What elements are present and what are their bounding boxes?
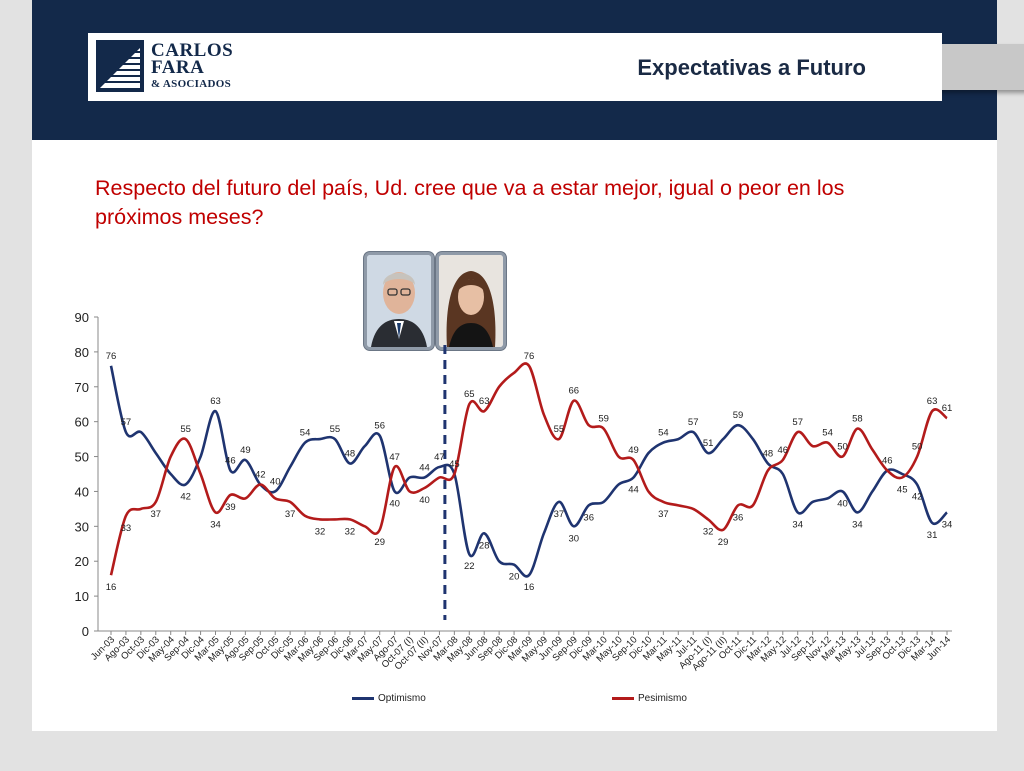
- data-label-optimismo: 34: [942, 519, 953, 530]
- data-label-pesimismo: 50: [912, 442, 923, 453]
- data-label-optimismo: 55: [330, 424, 341, 435]
- data-label-pesimismo: 50: [837, 442, 848, 453]
- data-label-optimismo: 49: [240, 445, 251, 456]
- data-label-pesimismo: 42: [255, 469, 266, 480]
- data-label-pesimismo: 58: [852, 414, 863, 425]
- data-label-optimismo: 44: [419, 462, 430, 473]
- y-tick-label: 40: [75, 484, 89, 499]
- data-label-optimismo: 22: [464, 561, 475, 572]
- logo-name-3: & ASOCIADOS: [151, 78, 232, 90]
- data-label-pesimismo: 63: [927, 396, 938, 407]
- title-box: [88, 33, 942, 101]
- data-label-optimismo: 54: [658, 428, 669, 439]
- data-label-optimismo: 76: [106, 351, 117, 362]
- data-label-pesimismo: 54: [822, 428, 833, 439]
- data-label-pesimismo: 32: [703, 526, 714, 537]
- data-label-optimismo: 37: [554, 509, 565, 520]
- data-label-optimismo: 48: [345, 449, 356, 460]
- data-label-optimismo: 40: [270, 476, 281, 487]
- data-label-optimismo: 34: [792, 519, 803, 530]
- data-label-optimismo: 30: [568, 533, 579, 544]
- y-tick-label: 50: [75, 450, 89, 465]
- data-label-pesimismo: 55: [554, 424, 565, 435]
- y-tick-label: 60: [75, 415, 89, 430]
- data-label-optimismo: 34: [852, 519, 863, 530]
- data-label-optimismo: 42: [912, 491, 923, 502]
- data-label-optimismo: 36: [583, 512, 594, 523]
- data-label-optimismo: 44: [628, 484, 639, 495]
- data-label-pesimismo: 16: [106, 582, 117, 593]
- y-tick-label: 30: [75, 519, 89, 534]
- data-label-pesimismo: 40: [419, 495, 430, 506]
- data-label-optimismo: 40: [389, 498, 400, 509]
- data-label-pesimismo: 33: [121, 523, 132, 534]
- logo-name-1: CARLOS: [151, 40, 234, 61]
- data-label-optimismo: 63: [210, 396, 221, 407]
- data-label-optimismo: 57: [688, 417, 699, 428]
- data-label-pesimismo: 55: [180, 424, 191, 435]
- data-label-pesimismo: 63: [479, 396, 490, 407]
- data-label-optimismo: 54: [300, 428, 311, 439]
- data-label-optimismo: 51: [703, 438, 714, 449]
- logo: CARLOS FARA & ASOCIADOS: [96, 40, 256, 96]
- data-label-optimismo: 46: [882, 456, 893, 467]
- page-title: Expectativas a Futuro: [637, 55, 866, 80]
- logo-text: CARLOS FARA & ASOCIADOS: [151, 40, 234, 93]
- survey-question: Respecto del futuro del país, Ud. cree q…: [95, 176, 845, 229]
- data-label-optimismo: 48: [763, 449, 774, 460]
- data-label-optimismo: 46: [225, 456, 236, 467]
- data-label-optimismo: 57: [121, 417, 132, 428]
- data-label-pesimismo: 57: [792, 417, 803, 428]
- data-label-optimismo: 31: [927, 530, 938, 541]
- data-label-pesimismo: 29: [374, 537, 385, 548]
- data-label-pesimismo: 45: [449, 459, 460, 470]
- data-label-pesimismo: 65: [464, 389, 475, 400]
- data-label-optimismo: 40: [837, 498, 848, 509]
- legend-pesimismo: Pesimismo: [612, 693, 687, 704]
- legend-label-optimismo: Optimismo: [378, 693, 426, 704]
- data-label-pesimismo: 37: [658, 509, 669, 520]
- data-label-pesimismo: 39: [225, 502, 236, 513]
- y-tick-label: 70: [75, 380, 89, 395]
- portrait-photo-1: [364, 252, 434, 350]
- y-tick-label: 80: [75, 345, 89, 360]
- data-label-pesimismo: 36: [733, 512, 744, 523]
- data-label-pesimismo: 37: [285, 509, 296, 520]
- data-label-pesimismo: 59: [598, 414, 609, 425]
- data-label-pesimismo: 47: [389, 452, 400, 463]
- data-label-pesimismo: 34: [210, 519, 221, 530]
- data-label-optimismo: 56: [374, 421, 385, 432]
- legend-optimismo: Optimismo: [352, 693, 426, 704]
- data-label-pesimismo: 49: [628, 445, 639, 456]
- legend-swatch-pesimismo: [612, 696, 634, 700]
- y-tick-label: 10: [75, 589, 89, 604]
- data-label-pesimismo: 32: [315, 526, 326, 537]
- data-label-pesimismo: 45: [897, 484, 908, 495]
- data-label-optimismo: 42: [180, 491, 191, 502]
- portrait-photo-2: [436, 252, 506, 350]
- series-line-optimismo: [109, 365, 948, 578]
- y-tick-label: 20: [75, 554, 89, 569]
- series-line-pesimismo: [109, 362, 948, 576]
- data-label-pesimismo: 76: [524, 351, 535, 362]
- data-label-optimismo: 47: [434, 452, 445, 463]
- y-tick-label: 90: [75, 310, 89, 325]
- data-label-optimismo: 20: [509, 572, 520, 583]
- legend-swatch-optimismo: [352, 696, 374, 700]
- legend-label-pesimismo: Pesimismo: [638, 693, 687, 704]
- data-label-pesimismo: 66: [568, 386, 579, 397]
- data-label-pesimismo: 46: [777, 445, 788, 456]
- data-label-pesimismo: 32: [345, 526, 356, 537]
- data-label-optimismo: 16: [524, 582, 535, 593]
- data-label-pesimismo: 37: [150, 509, 161, 520]
- y-tick-label: 0: [82, 624, 89, 639]
- logo-mark-icon: [96, 40, 144, 92]
- logo-name-2: FARA: [151, 57, 205, 78]
- data-label-pesimismo: 29: [718, 537, 729, 548]
- data-label-optimismo: 59: [733, 410, 744, 421]
- data-label-optimismo: 28: [479, 540, 490, 551]
- data-label-pesimismo: 61: [942, 403, 953, 414]
